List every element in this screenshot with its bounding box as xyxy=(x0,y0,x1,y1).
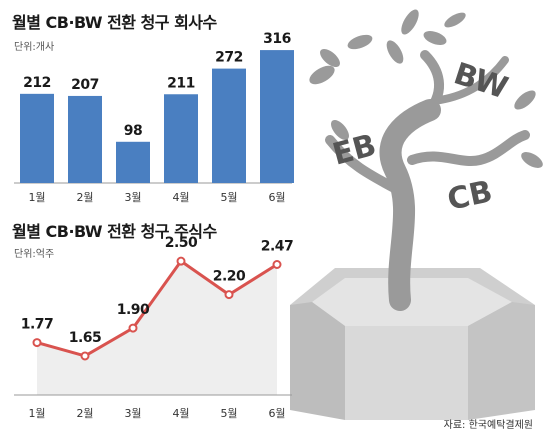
point-value-label: 1.65 xyxy=(69,330,102,346)
line-category-label: 1월 xyxy=(28,407,45,420)
bar xyxy=(260,50,294,183)
data-point xyxy=(176,256,186,266)
bar-chart-unit: 단위:개사 xyxy=(14,42,55,53)
tree-trunk-icon xyxy=(325,50,530,311)
pot-icon xyxy=(290,268,535,420)
bar-category-label: 3월 xyxy=(124,191,141,204)
line-category-label: 2월 xyxy=(76,407,93,420)
line-category-label: 3월 xyxy=(124,407,141,420)
line-category-label: 4월 xyxy=(172,407,189,420)
line-chart-title: 월별 CB·BW 전환 청구 주식수 xyxy=(12,222,217,241)
data-point xyxy=(272,260,282,269)
data-point xyxy=(32,338,42,348)
bar-category-label: 4월 xyxy=(172,191,189,204)
area-fill xyxy=(37,261,277,395)
bar-value-label: 98 xyxy=(124,123,142,139)
bar xyxy=(116,141,150,183)
bar-value-label: 207 xyxy=(71,77,99,93)
point-value-label: 1.90 xyxy=(117,302,150,318)
bar-category-label: 2월 xyxy=(76,191,93,204)
bar-value-label: 316 xyxy=(263,31,291,47)
data-point xyxy=(80,351,90,361)
bar-category-label: 1월 xyxy=(28,191,45,204)
point-value-label: 2.47 xyxy=(261,239,294,255)
leaf-icons xyxy=(309,9,543,168)
data-point xyxy=(128,323,138,333)
line-category-label: 5월 xyxy=(220,407,237,420)
data-point xyxy=(224,290,234,300)
point-value-label: 2.20 xyxy=(213,269,246,285)
line-chart-unit: 단위:억주 xyxy=(14,249,55,260)
bar xyxy=(20,93,54,183)
series-line xyxy=(36,259,278,358)
bar xyxy=(164,94,198,183)
bar-value-label: 212 xyxy=(23,75,51,91)
bar-category-label: 5월 xyxy=(220,191,237,204)
line-category-label: 6월 xyxy=(268,407,285,420)
bar-chart-title: 월별 CB·BW 전환 청구 회사수 xyxy=(12,13,217,32)
source-note: 자료: 한국예탁결제원 xyxy=(443,420,533,431)
bar-category-label: 6월 xyxy=(268,191,285,204)
bar-value-label: 272 xyxy=(215,50,243,66)
bar xyxy=(68,95,102,183)
point-value-label: 2.50 xyxy=(165,235,198,251)
bar-value-label: 211 xyxy=(167,75,195,91)
bar xyxy=(212,68,246,183)
point-value-label: 1.77 xyxy=(21,317,54,333)
